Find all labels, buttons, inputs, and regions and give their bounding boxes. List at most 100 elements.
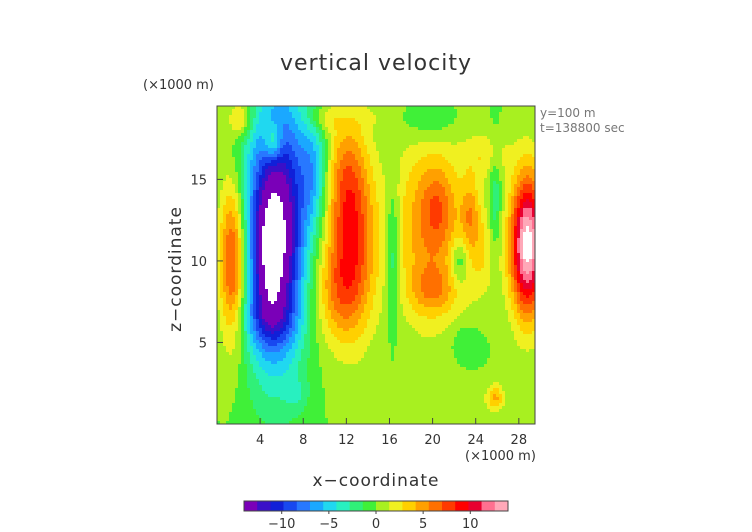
heatmap-cell — [487, 241, 491, 245]
heatmap-cell — [379, 232, 383, 236]
heatmap-cell — [505, 142, 509, 146]
heatmap-cell — [379, 241, 383, 245]
heatmap-cell — [403, 109, 407, 113]
heatmap-cell — [274, 106, 278, 110]
heatmap-cell — [289, 157, 293, 161]
heatmap-cell — [358, 232, 362, 236]
heatmap-cell — [322, 124, 326, 128]
heatmap-cell — [304, 136, 308, 140]
heatmap-cell — [352, 169, 356, 173]
heatmap-cell — [424, 169, 428, 173]
heatmap-cell — [304, 211, 308, 215]
heatmap-cell — [442, 157, 446, 161]
heatmap-cell — [523, 106, 527, 110]
heatmap-cell — [451, 130, 455, 134]
heatmap-cell — [364, 232, 368, 236]
heatmap-cell — [259, 121, 263, 125]
heatmap-cell — [346, 142, 350, 146]
heatmap-cell — [313, 148, 317, 152]
heatmap-cell — [229, 172, 233, 176]
heatmap-cell — [331, 205, 335, 209]
heatmap-cell — [379, 178, 383, 182]
heatmap-cell — [283, 109, 287, 113]
heatmap-cell — [256, 136, 260, 140]
heatmap-cell — [331, 154, 335, 158]
heatmap-cell — [337, 199, 341, 203]
heatmap-cell — [322, 229, 326, 233]
heatmap-cell — [421, 151, 425, 155]
heatmap-cell — [451, 202, 455, 206]
heatmap-cell — [496, 154, 500, 158]
heatmap-cell — [454, 235, 458, 239]
heatmap-cell — [472, 241, 476, 245]
heatmap-cell — [307, 106, 311, 110]
heatmap-cell — [379, 196, 383, 200]
heatmap-cell — [448, 220, 452, 224]
heatmap-cell — [382, 142, 386, 146]
heatmap-cell — [448, 163, 452, 167]
heatmap-cell — [520, 175, 524, 179]
heatmap-cell — [403, 181, 407, 185]
heatmap-cell — [244, 196, 248, 200]
heatmap-cell — [424, 115, 428, 119]
heatmap-cell — [244, 160, 248, 164]
heatmap-cell — [310, 226, 314, 230]
heatmap-cell — [370, 115, 374, 119]
heatmap-cell — [337, 244, 341, 248]
heatmap-cell — [238, 196, 242, 200]
heatmap-cell — [364, 106, 368, 110]
heatmap-cell — [496, 112, 500, 116]
heatmap-cell — [493, 118, 497, 122]
heatmap-cell — [424, 238, 428, 242]
heatmap-cell — [388, 208, 392, 212]
heatmap-cell — [466, 241, 470, 245]
heatmap-cell — [283, 121, 287, 125]
heatmap-cell — [379, 145, 383, 149]
heatmap-cell — [322, 193, 326, 197]
heatmap-cell — [358, 229, 362, 233]
heatmap-cell — [370, 127, 374, 131]
heatmap-cell — [340, 169, 344, 173]
heatmap-cell — [361, 121, 365, 125]
heatmap-cell — [295, 109, 299, 113]
heatmap-cell — [415, 232, 419, 236]
heatmap-cell — [271, 217, 275, 221]
heatmap-cell — [244, 199, 248, 203]
heatmap-cell — [451, 145, 455, 149]
heatmap-cell — [259, 172, 263, 176]
heatmap-cell — [238, 238, 242, 242]
heatmap-cell — [454, 202, 458, 206]
heatmap-cell — [409, 148, 413, 152]
heatmap-cell — [529, 190, 533, 194]
heatmap-cell — [343, 112, 347, 116]
heatmap-cell — [385, 118, 389, 122]
heatmap-cell — [388, 163, 392, 167]
heatmap-cell — [268, 244, 272, 248]
heatmap-cell — [433, 184, 437, 188]
heatmap-cell — [307, 157, 311, 161]
heatmap-cell — [382, 211, 386, 215]
heatmap-cell — [397, 112, 401, 116]
heatmap-cell — [277, 178, 281, 182]
heatmap-cell — [472, 124, 476, 128]
heatmap-cell — [502, 163, 506, 167]
heatmap-cell — [463, 211, 467, 215]
heatmap-cell — [220, 229, 224, 233]
heatmap-cell — [295, 115, 299, 119]
heatmap-cell — [433, 238, 437, 242]
heatmap-cell — [322, 241, 326, 245]
heatmap-cell — [514, 241, 518, 245]
heatmap-cell — [478, 184, 482, 188]
heatmap-cell — [502, 112, 506, 116]
heatmap-cell — [394, 202, 398, 206]
heatmap-cell — [253, 136, 257, 140]
heatmap-cell — [430, 151, 434, 155]
heatmap-cell — [238, 166, 242, 170]
heatmap-cell — [262, 217, 266, 221]
heatmap-cell — [349, 142, 353, 146]
heatmap-cell — [283, 157, 287, 161]
heatmap-cell — [514, 193, 518, 197]
heatmap-cell — [277, 217, 281, 221]
heatmap-cell — [457, 112, 461, 116]
heatmap-cell — [244, 214, 248, 218]
